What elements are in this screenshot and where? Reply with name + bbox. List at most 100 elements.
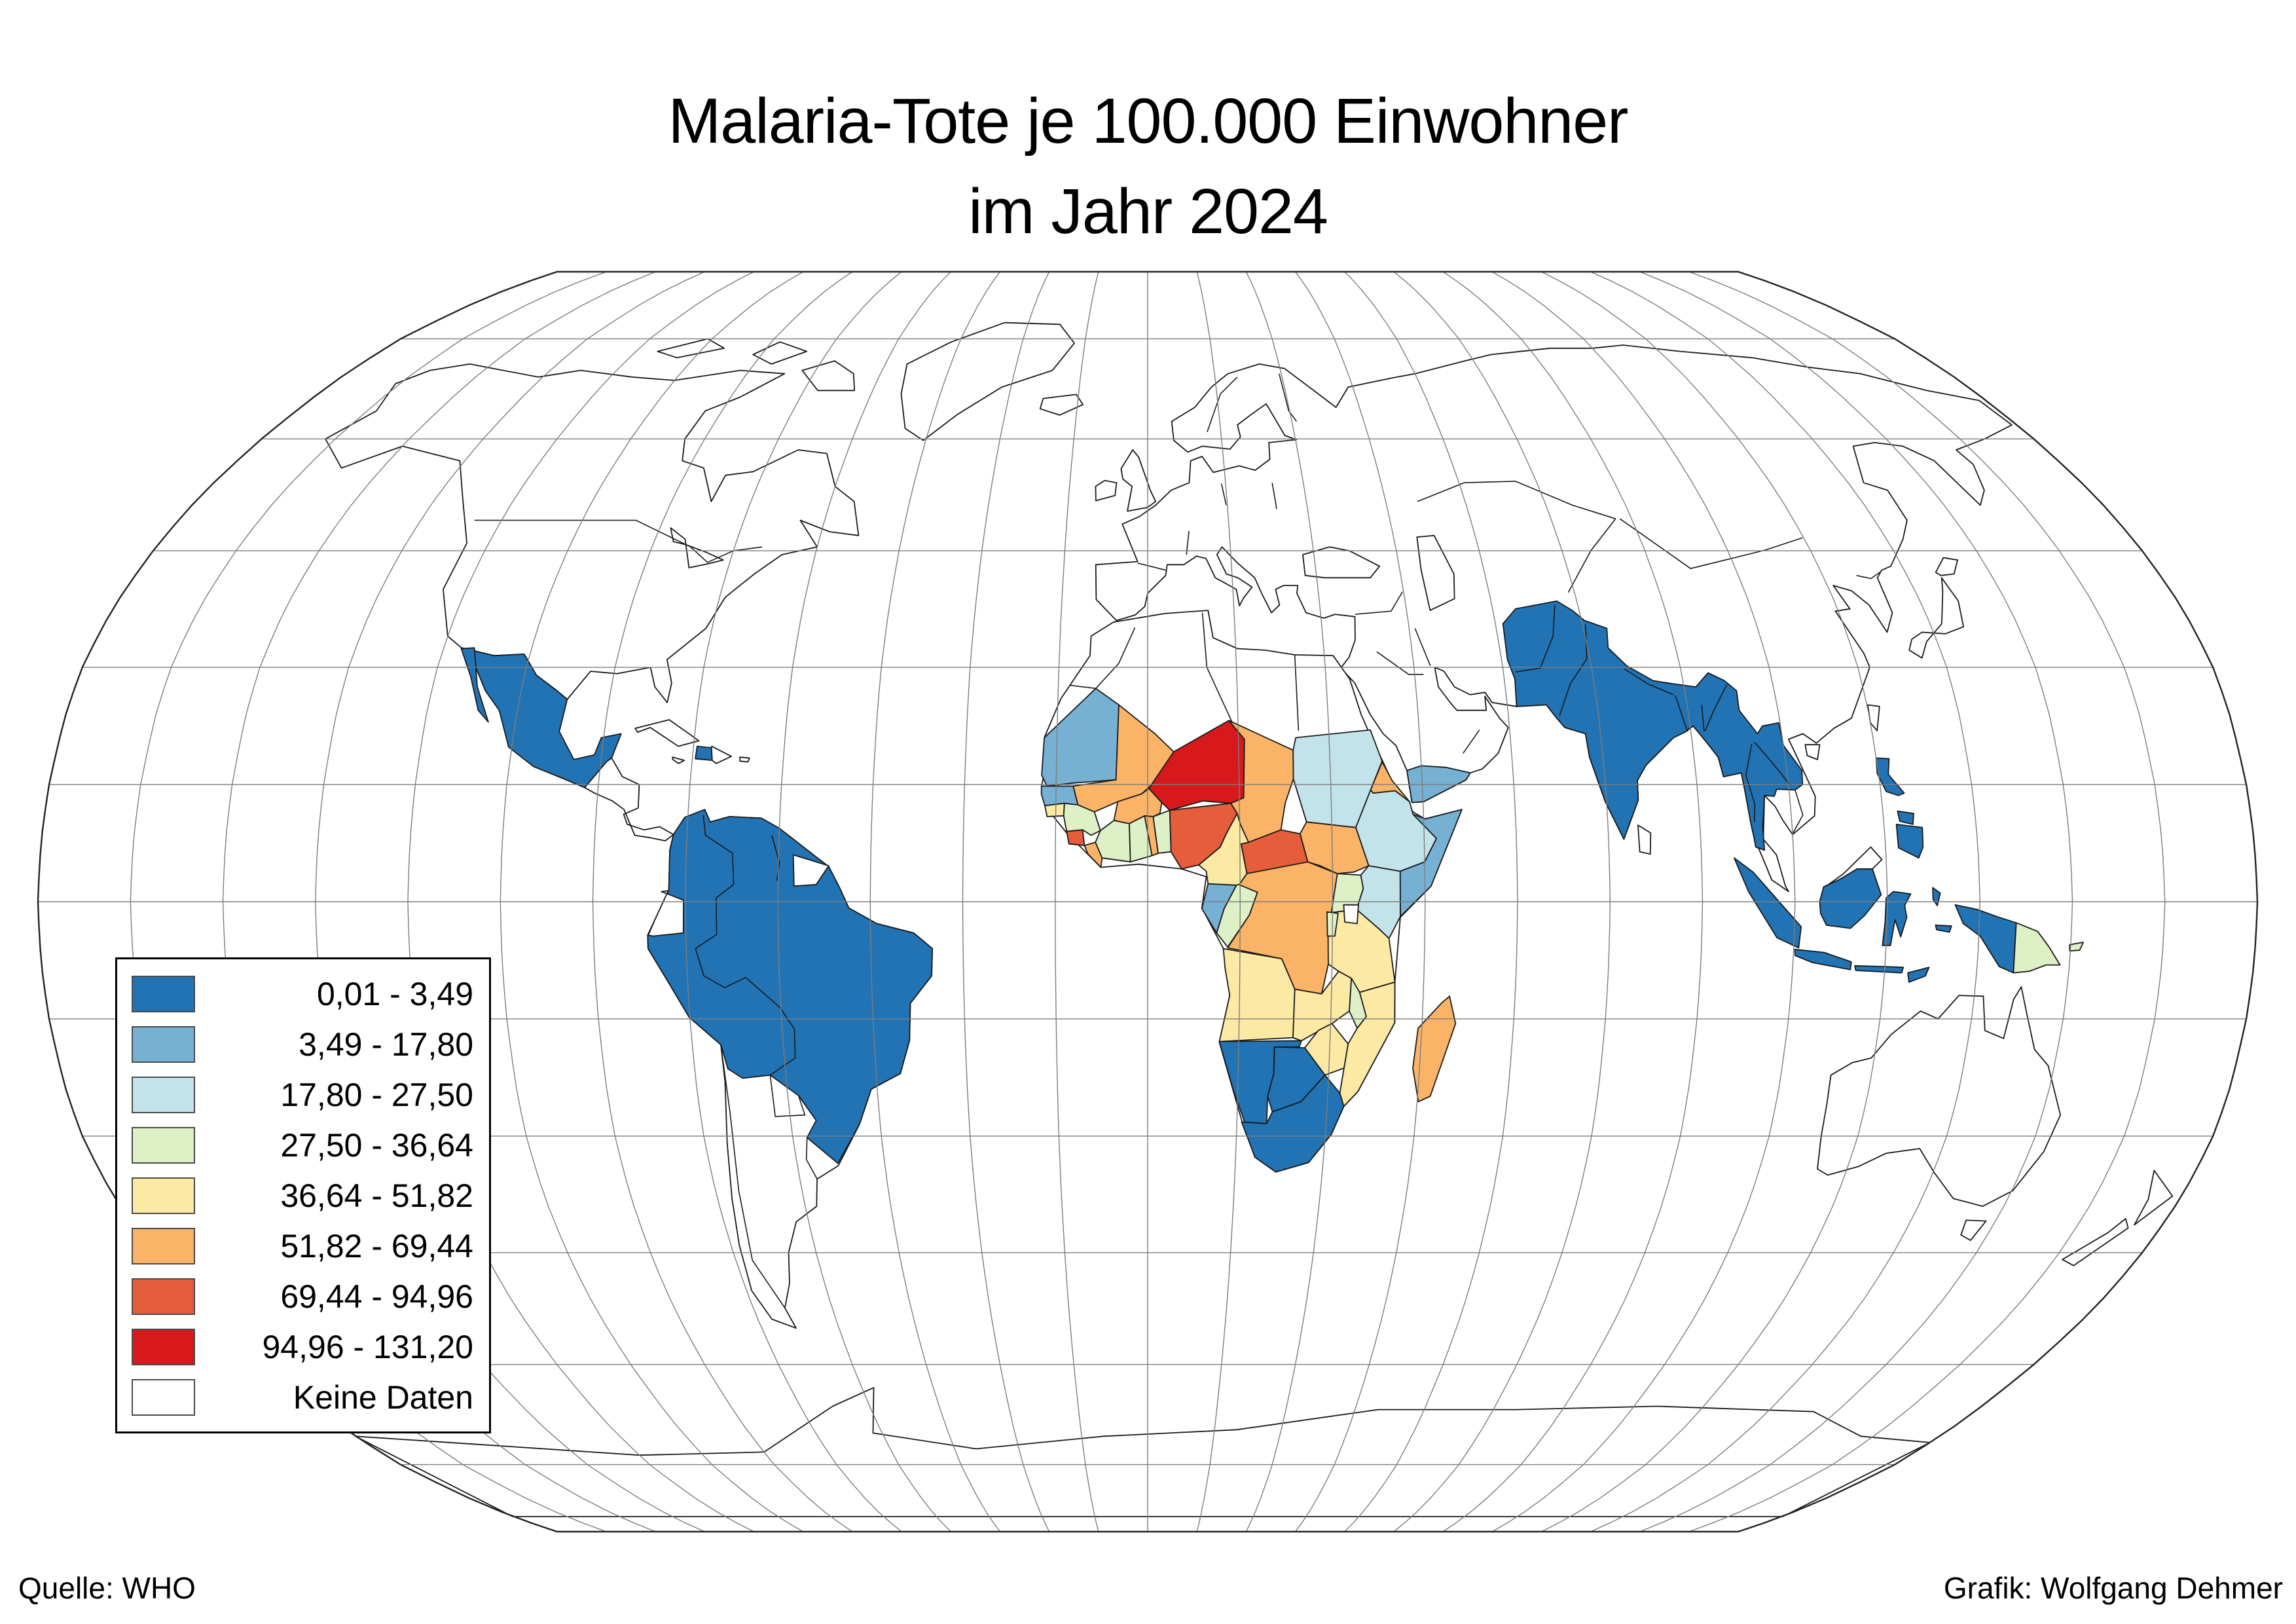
border-line: [474, 519, 763, 563]
border-line: [1279, 373, 1298, 422]
country-greenland: [900, 322, 1075, 441]
country-ireland: [1095, 479, 1118, 502]
legend-row: 17,80 - 27,50: [132, 1069, 473, 1120]
border-line: [1624, 668, 1674, 695]
border-line: [1704, 684, 1728, 731]
meridian-line: [1196, 271, 1241, 1532]
chart-title: Malaria-Tote je 100.000 Einwohner im Jah…: [0, 76, 2296, 256]
country-burkina-faso: [1113, 788, 1163, 824]
legend-label: 27,50 - 36,64: [280, 1126, 473, 1164]
legend-swatch-class5: [132, 1177, 195, 1214]
country-sulawesi: [1882, 891, 1912, 946]
landmasses: [325, 322, 2174, 1517]
border-line: [695, 884, 735, 950]
country-cuba: [634, 719, 700, 747]
legend-swatch-class3: [132, 1076, 195, 1113]
country-new-zealand-north: [2134, 1170, 2174, 1226]
legend-swatch-nodata: [132, 1378, 195, 1416]
country-sumatra: [1733, 857, 1802, 949]
country-angola: [1218, 948, 1296, 1043]
border-line: [1619, 518, 1803, 570]
meridian-line: [1639, 271, 2073, 1532]
legend-label: 36,64 - 51,82: [280, 1177, 473, 1214]
country-senegal-gambia: [1040, 785, 1079, 807]
country-baffin-island: [801, 360, 855, 392]
country-timor: [1907, 967, 1930, 983]
country-south-america-belt: [647, 809, 933, 1164]
country-iceland: [1039, 394, 1084, 416]
country-lesser-sunda: [1854, 965, 1904, 974]
country-honshu: [1908, 577, 1964, 659]
meridian-line: [1541, 271, 1888, 1532]
legend-label: Keine Daten: [293, 1378, 473, 1416]
meridian-line: [869, 271, 1001, 1532]
country-java: [1794, 948, 1852, 970]
border-line: [702, 815, 735, 885]
legend-row: 69,44 - 94,96: [132, 1271, 473, 1321]
map-outline: [37, 270, 2259, 1533]
legend-row: 27,50 - 36,64: [132, 1120, 473, 1170]
country-guinea-bissau: [1044, 802, 1065, 817]
meridian-line: [1055, 271, 1099, 1532]
legend-swatch-class4: [132, 1126, 195, 1164]
country-sri-lanka: [1637, 824, 1652, 855]
border-line: [1745, 743, 1756, 822]
legend-label: 0,01 - 3,49: [316, 975, 473, 1012]
country-malaysia-borneo: [1823, 846, 1883, 888]
country-ecuador: [647, 890, 684, 937]
meridian-line: [1491, 271, 1796, 1532]
country-arctic-island-1: [752, 341, 808, 365]
title-line-1: Malaria-Tote je 100.000 Einwohner: [668, 85, 1628, 157]
border-line: [1856, 571, 1882, 580]
legend-row: 94,96 - 131,20: [132, 1321, 473, 1372]
meridian-line: [407, 271, 754, 1532]
border-line: [1095, 627, 1136, 689]
country-south-africa: [1241, 1074, 1345, 1173]
country-papua-new-guinea: [2013, 922, 2061, 974]
legend-swatch-class1: [132, 975, 195, 1012]
legend-row: 51,82 - 69,44: [132, 1221, 473, 1271]
country-great-britain: [1120, 449, 1156, 512]
country-sierra-leone: [1066, 829, 1085, 846]
country-caspian-sea: [1416, 534, 1455, 611]
country-puerto-rico: [739, 756, 750, 763]
country-west-papua: [1954, 904, 2017, 974]
source-note: Quelle: WHO: [18, 1571, 196, 1605]
border-line: [1220, 483, 1227, 506]
country-jamaica: [672, 756, 685, 764]
meridian-line: [1344, 271, 1518, 1532]
border-line: [1376, 651, 1424, 675]
border-line: [1754, 742, 1791, 786]
border-line: [720, 1044, 786, 1308]
legend-swatch-class6: [132, 1227, 195, 1264]
meridian-line: [1393, 271, 1611, 1532]
legend-label: 17,80 - 27,50: [280, 1076, 473, 1113]
legend-row: Keine Daten: [132, 1372, 473, 1422]
country-mindanao: [1895, 824, 1924, 859]
border-line: [1701, 705, 1705, 732]
border-line: [1201, 612, 1233, 724]
country-mexico: [461, 647, 622, 788]
legend-row: 0,01 - 3,49: [132, 969, 473, 1019]
title-line-2: im Jahr 2024: [968, 175, 1328, 247]
border-line: [1137, 563, 1166, 571]
border-line: [1417, 481, 1616, 519]
meridian-line: [1294, 271, 1426, 1532]
country-antarctica: [354, 1387, 1931, 1517]
legend-swatch-class2: [132, 1025, 195, 1063]
country-great-lakes: [670, 527, 724, 568]
country-mauritania: [1041, 688, 1120, 787]
country-hokkaido: [1935, 557, 1958, 576]
border-line: [1355, 591, 1403, 615]
border-line: [1070, 684, 1096, 690]
meridian-line: [1245, 271, 1334, 1532]
legend-label: 3,49 - 17,80: [299, 1025, 473, 1063]
legend-label: 51,82 - 69,44: [280, 1227, 473, 1264]
legend-row: 3,49 - 17,80: [132, 1019, 473, 1069]
country-new-zealand-south: [2062, 1218, 2129, 1266]
country-haiti: [695, 745, 713, 761]
meridian-line: [777, 271, 951, 1532]
meridian-line: [592, 271, 853, 1532]
country-visayas: [1897, 810, 1914, 825]
